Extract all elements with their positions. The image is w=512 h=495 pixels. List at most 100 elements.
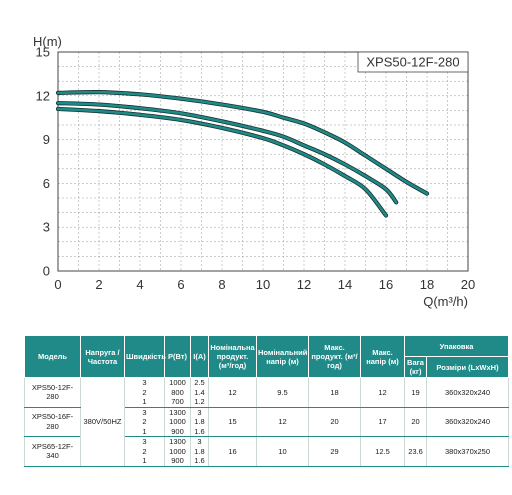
pump-curve-chart: 0 2 4 6 8 10 12 14 16 18 20 0 3 6 9 12 15 H(m) Q(m³/h) XPS5… (33, 34, 475, 309)
x-tick-label: 6 (177, 277, 184, 292)
header-model: Модель (24, 335, 81, 378)
x-axis-label: Q(m³/h) (423, 294, 468, 309)
power-cell: 900 (164, 456, 191, 467)
max-flow-cell: 20 (308, 407, 361, 437)
x-tick-label: 0 (54, 277, 61, 292)
header-packaging: Упаковка (403, 335, 510, 357)
speed-cell: 2 (124, 417, 165, 427)
current-cell: 1.8 (190, 417, 209, 427)
power-cell: 1300 (164, 436, 191, 447)
current-cell: 1.4 (190, 387, 209, 397)
weight-cell: 19 (404, 377, 427, 408)
table-subheader-row: Вага (кг) Розміри (LxWxH) (25, 356, 510, 378)
current-cell: 3 (190, 436, 209, 447)
table-row: 2 800 1.4 (25, 387, 509, 397)
x-tick-label: 8 (218, 277, 225, 292)
chart-svg: 0 2 4 6 8 10 12 14 16 18 20 0 3 6 9 12 15H(m) Q(m³/h) XPS5… (33, 34, 475, 309)
x-tick-label: 12 (297, 277, 311, 292)
y-tick-label: 15 (36, 45, 50, 60)
nominal-flow-cell: 15 (208, 407, 257, 437)
max-flow-cell: 18 (308, 377, 361, 408)
power-cell: 900 (164, 426, 191, 437)
y-tick-label: 6 (43, 176, 50, 191)
speed-cell: 1 (124, 426, 165, 437)
dims-cell: 360x320x240 (425, 407, 510, 437)
dims-cell: 380x370x250 (425, 436, 510, 467)
table-row: XPS50-16F-280 3 1300 3 15 12 20 17 20 36… (24, 407, 510, 437)
nominal-head-cell: 10 (256, 436, 309, 467)
series-line (56, 90, 429, 195)
speed-cell: 1 (124, 456, 165, 467)
current-cell: 1.6 (190, 456, 209, 467)
dims-cell: 360x320x240 (425, 377, 510, 408)
header-current: I(A) (190, 335, 209, 378)
header-weight: Вага (кг) (404, 356, 427, 378)
current-cell: 1.8 (190, 446, 209, 456)
max-flow-cell: 29 (308, 436, 361, 467)
weight-cell: 20 (404, 407, 427, 437)
power-cell: 700 (164, 397, 191, 408)
header-voltage: Напруга /Частота (80, 335, 125, 378)
table-row: 1 700 1.2 (25, 397, 509, 408)
series-line (56, 107, 388, 217)
power-cell: 1300 (164, 407, 191, 417)
table-row: 2 1000 1.8 (25, 417, 509, 427)
x-tick-label: 10 (256, 277, 270, 292)
table-header-row: Модель Напруга /Частота Швидкість P(Вт) … (24, 335, 510, 378)
max-head-cell: 12.5 (360, 436, 405, 467)
model-cell: XPS50-12F-280 (24, 377, 81, 408)
series-line-outline (55, 101, 399, 205)
y-tick-label: 0 (43, 264, 50, 279)
x-tick-label: 4 (136, 277, 143, 292)
y-tick-label: 12 (36, 88, 50, 103)
header-max-flow: Макс. продукт. (м³/год) (308, 335, 361, 378)
y-tick-label: 3 (43, 220, 50, 235)
power-cell: 1000 (164, 377, 191, 388)
header-power: P(Вт) (164, 335, 191, 378)
power-cell: 1000 (164, 417, 191, 427)
header-dims: Розміри (LxWxH) (425, 356, 510, 378)
max-head-cell: 12 (360, 377, 405, 408)
speed-cell: 3 (124, 377, 165, 388)
nominal-head-cell: 12 (256, 407, 309, 437)
header-speed: Швидкість (124, 335, 166, 378)
series-line (56, 101, 398, 204)
x-tick-label: 18 (420, 277, 434, 292)
x-tick-label: 20 (461, 277, 475, 292)
plot-frame (57, 51, 469, 272)
x-tick-label: 2 (95, 277, 102, 292)
x-tick-label: 14 (338, 277, 352, 292)
table-row: 1 900 1.6 (25, 456, 509, 467)
model-cell: XPS65-12F-340 (24, 436, 81, 467)
y-tick-label: 9 (43, 132, 50, 147)
nominal-flow-cell: 12 (208, 377, 257, 408)
table-row: 2 1000 1.8 (25, 446, 509, 456)
weight-cell: 23.6 (404, 436, 427, 467)
current-cell: 1.2 (190, 397, 209, 408)
nominal-flow-cell: 16 (208, 436, 257, 467)
max-head-cell: 17 (360, 407, 405, 437)
voltage-cell: 380V/50HZ (80, 377, 125, 467)
chart-title: XPS50-12F-280 (366, 55, 459, 70)
speed-cell: 2 (124, 446, 165, 456)
speed-cell: 2 (124, 387, 165, 397)
header-nominal-head: Номінальний напір (м) (256, 335, 309, 378)
header-max-head: Макс. напір (м) (360, 335, 405, 378)
header-nominal-flow: Номінальна продукт. (м³/год) (208, 335, 257, 378)
current-cell: 1.6 (190, 426, 209, 437)
speed-cell: 1 (124, 397, 165, 408)
y-axis-label: H(m) (33, 34, 62, 49)
power-cell: 800 (164, 387, 191, 397)
x-tick-label: 16 (379, 277, 393, 292)
table-row: XPS65-12F-340 3 1300 3 16 10 29 12.5 23.… (24, 436, 510, 467)
current-cell: 3 (190, 407, 209, 417)
speed-cell: 3 (124, 407, 165, 417)
chart-title-box (357, 51, 469, 73)
speed-cell: 3 (124, 436, 165, 447)
model-cell: XPS50-16F-280 (24, 407, 81, 437)
table-row: 1 900 1.6 (25, 426, 509, 437)
current-cell: 2.5 (190, 377, 209, 388)
table-row: XPS50-12F-280 380V/50HZ 3 1000 2.5 12 9.… (24, 377, 510, 467)
spec-table: Модель Напруга /Частота Швидкість P(Вт) … (24, 335, 510, 467)
power-cell: 1000 (164, 446, 191, 456)
